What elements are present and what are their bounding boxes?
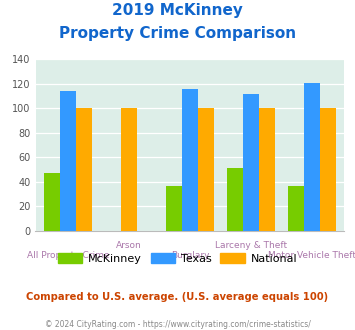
- Bar: [243, 94, 259, 231]
- Bar: [304, 83, 320, 231]
- Text: Arson: Arson: [116, 241, 142, 250]
- Text: Motor Vehicle Theft: Motor Vehicle Theft: [268, 250, 355, 260]
- Text: Larceny & Theft: Larceny & Theft: [215, 241, 287, 250]
- Bar: [259, 109, 275, 231]
- Bar: [198, 109, 214, 231]
- Text: All Property Crime: All Property Crime: [27, 250, 109, 260]
- Text: © 2024 CityRating.com - https://www.cityrating.com/crime-statistics/: © 2024 CityRating.com - https://www.city…: [45, 320, 310, 329]
- Bar: [288, 186, 304, 231]
- Text: Property Crime Comparison: Property Crime Comparison: [59, 26, 296, 41]
- Bar: [227, 169, 243, 231]
- Legend: McKinney, Texas, National: McKinney, Texas, National: [54, 248, 301, 268]
- Text: Compared to U.S. average. (U.S. average equals 100): Compared to U.S. average. (U.S. average …: [26, 292, 329, 302]
- Bar: [44, 173, 60, 231]
- Text: 2019 McKinney: 2019 McKinney: [112, 3, 243, 18]
- Bar: [320, 109, 336, 231]
- Bar: [121, 109, 137, 231]
- Bar: [76, 109, 92, 231]
- Text: Burglary: Burglary: [171, 250, 209, 260]
- Bar: [182, 89, 198, 231]
- Bar: [166, 186, 182, 231]
- Bar: [60, 91, 76, 231]
